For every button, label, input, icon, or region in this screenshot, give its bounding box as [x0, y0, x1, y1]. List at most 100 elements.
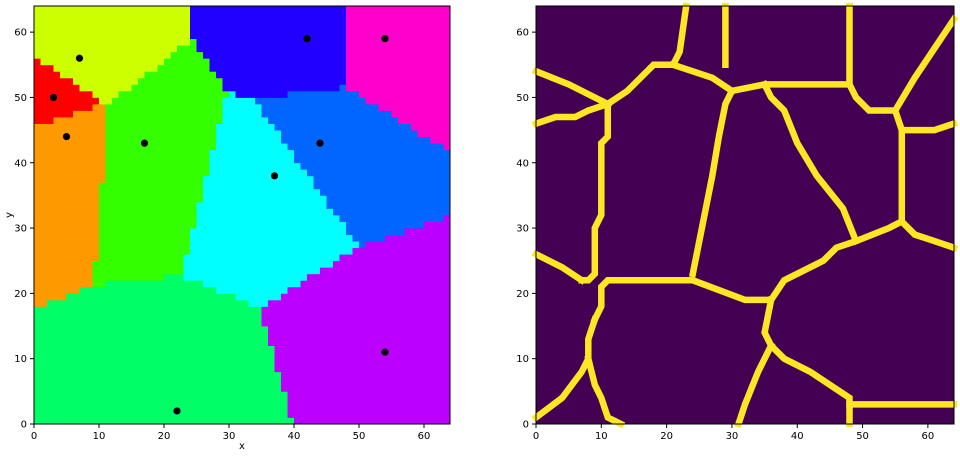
region-cell: [157, 12, 165, 20]
region-cell: [248, 143, 256, 151]
region-cell: [177, 286, 184, 294]
region-cell: [34, 51, 41, 59]
region-cell: [131, 397, 139, 405]
region-cell: [177, 267, 184, 275]
region-cell: [170, 103, 178, 111]
region-cell: [92, 332, 100, 340]
region-cell: [437, 51, 444, 59]
region-cell: [177, 280, 184, 288]
region-cell: [333, 273, 340, 281]
region-cell: [391, 384, 399, 392]
region-cell: [430, 90, 438, 98]
region-cell: [352, 19, 360, 26]
region-cell: [365, 410, 373, 418]
region-cell: [112, 371, 119, 379]
region-cell: [372, 221, 379, 229]
region-cell: [196, 228, 204, 235]
region-cell: [118, 90, 126, 98]
region-cell: [73, 293, 80, 301]
region-cell: [339, 221, 347, 229]
region-cell: [352, 149, 360, 157]
region-cell: [170, 149, 178, 157]
region-cell: [86, 319, 93, 327]
region-cell: [346, 267, 353, 275]
region-cell: [40, 228, 48, 235]
region-cell: [60, 293, 67, 301]
region-cell: [333, 286, 340, 294]
region-cell: [242, 162, 249, 170]
region-cell: [352, 130, 360, 138]
region-cell: [53, 247, 61, 255]
region-cell: [365, 352, 373, 360]
region-cell: [300, 90, 308, 98]
region-cell: [307, 58, 314, 66]
region-cell: [190, 384, 197, 392]
region-cell: [417, 352, 425, 360]
region-cell: [385, 397, 392, 405]
region-cell: [365, 38, 373, 46]
region-cell: [268, 397, 275, 405]
region-cell: [398, 136, 405, 144]
region-cell: [287, 149, 295, 157]
region-cell: [437, 378, 444, 386]
region-cell: [320, 339, 327, 347]
region-cell: [333, 215, 340, 222]
x-axis-label: x: [239, 441, 245, 452]
region-cell: [437, 234, 444, 242]
region-cell: [222, 58, 230, 66]
region-cell: [144, 58, 152, 66]
region-cell: [196, 51, 204, 59]
region-cell: [118, 38, 126, 46]
region-cell: [248, 234, 256, 242]
region-cell: [66, 97, 74, 105]
region-cell: [92, 32, 100, 40]
region-cell: [203, 345, 210, 353]
region-cell: [313, 195, 321, 203]
region-cell: [177, 97, 184, 105]
region-cell: [118, 195, 126, 203]
region-cell: [404, 404, 412, 412]
region-cell: [346, 215, 353, 222]
region-cell: [255, 371, 262, 379]
region-cell: [320, 143, 327, 151]
region-cell: [398, 247, 405, 255]
region-cell: [53, 182, 61, 190]
region-cell: [60, 136, 67, 144]
region-cell: [326, 339, 334, 347]
region-cell: [92, 352, 100, 360]
region-cell: [346, 90, 353, 98]
region-cell: [183, 247, 191, 255]
region-cell: [437, 345, 444, 353]
region-cell: [359, 6, 366, 13]
region-cell: [333, 123, 340, 131]
region-cell: [300, 182, 308, 190]
region-cell: [216, 117, 223, 124]
region-cell: [248, 45, 256, 53]
region-cell: [268, 19, 275, 26]
region-cell: [40, 417, 48, 425]
region-cell: [151, 175, 158, 183]
region-cell: [365, 117, 373, 124]
region-cell: [92, 19, 100, 26]
region-cell: [443, 306, 451, 314]
region-cell: [125, 188, 132, 196]
region-cell: [398, 404, 405, 412]
region-cell: [300, 286, 308, 294]
region-cell: [53, 241, 61, 249]
region-cell: [417, 71, 425, 79]
region-cell: [164, 234, 171, 242]
region-cell: [333, 306, 340, 314]
region-cell: [177, 260, 184, 268]
region-cell: [164, 38, 171, 46]
region-cell: [99, 365, 106, 373]
region-cell: [196, 404, 204, 412]
region-cell: [190, 221, 197, 229]
region-cell: [196, 103, 204, 111]
region-cell: [86, 326, 93, 333]
region-cell: [443, 90, 451, 98]
region-cell: [99, 404, 106, 412]
region-cell: [92, 404, 100, 412]
region-cell: [99, 417, 106, 425]
region-cell: [261, 117, 269, 124]
